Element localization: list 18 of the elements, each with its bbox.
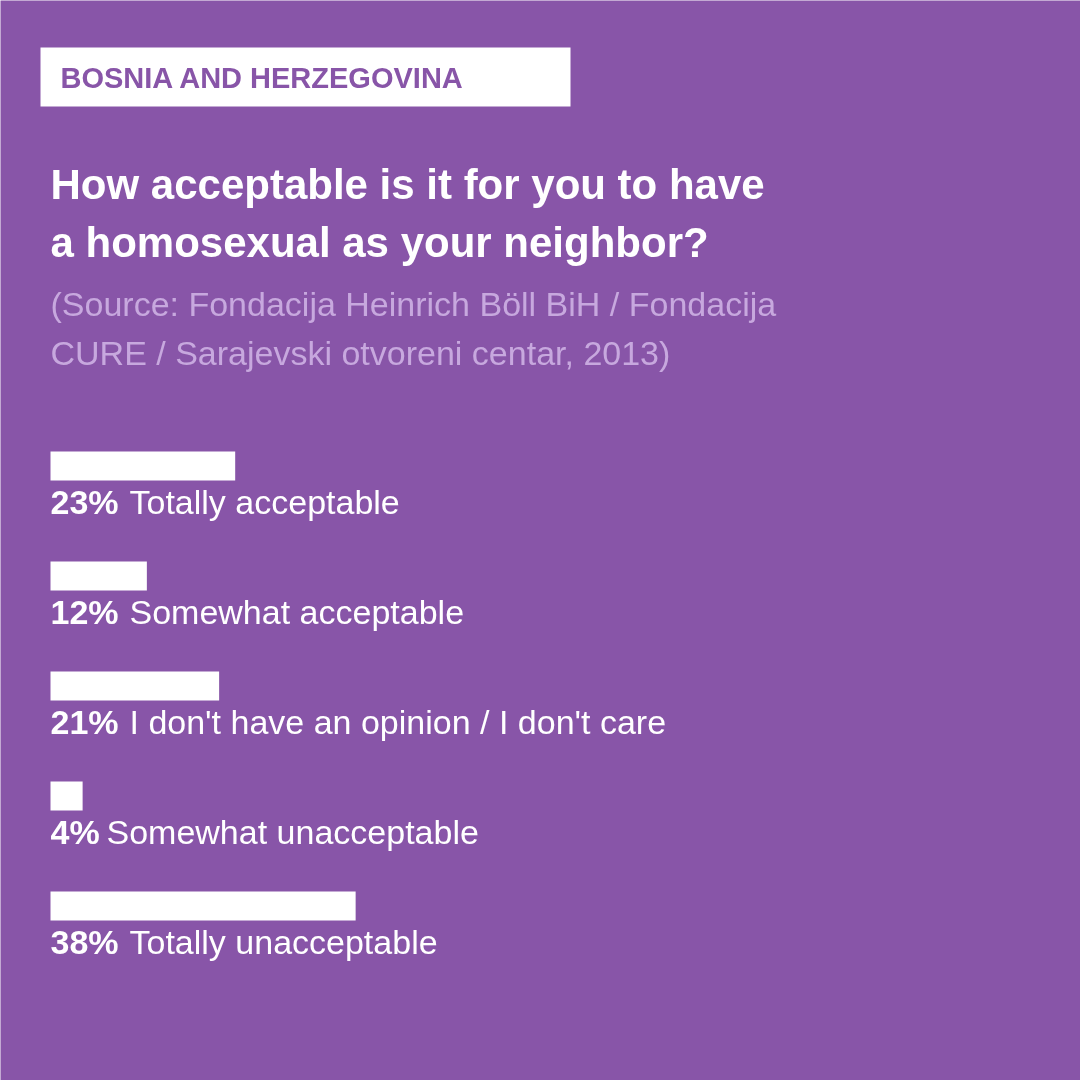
y-tick-label: I don't have an opinion / I don't care (129, 702, 667, 741)
data-label: 38% (50, 922, 119, 961)
data-label: 23% (50, 482, 119, 521)
data-label: 12% (50, 592, 119, 631)
bar (50, 891, 356, 921)
y-tick-label: Totally acceptable (129, 482, 400, 521)
text: (Source: Fondacija Heinrich Böll BiH / Fondacija CURE / Sarajevski otvoreni centar, 2013) (50, 284, 777, 372)
y-tick-label: Totally unacceptable (129, 922, 438, 961)
bar (50, 451, 236, 481)
text: BOSNIA AND HERZEGOVINA (60, 61, 463, 94)
data-label: 4% (50, 812, 100, 851)
y-tick-label: Somewhat acceptable (129, 592, 465, 631)
bar (50, 781, 83, 811)
bar (50, 561, 147, 591)
bar (50, 671, 220, 701)
data-label: 21% (50, 702, 119, 741)
chart-title: How acceptable is it for you to have a homosexual as your neighbor? (50, 160, 765, 266)
y-tick-label: Somewhat unacceptable (106, 812, 479, 851)
